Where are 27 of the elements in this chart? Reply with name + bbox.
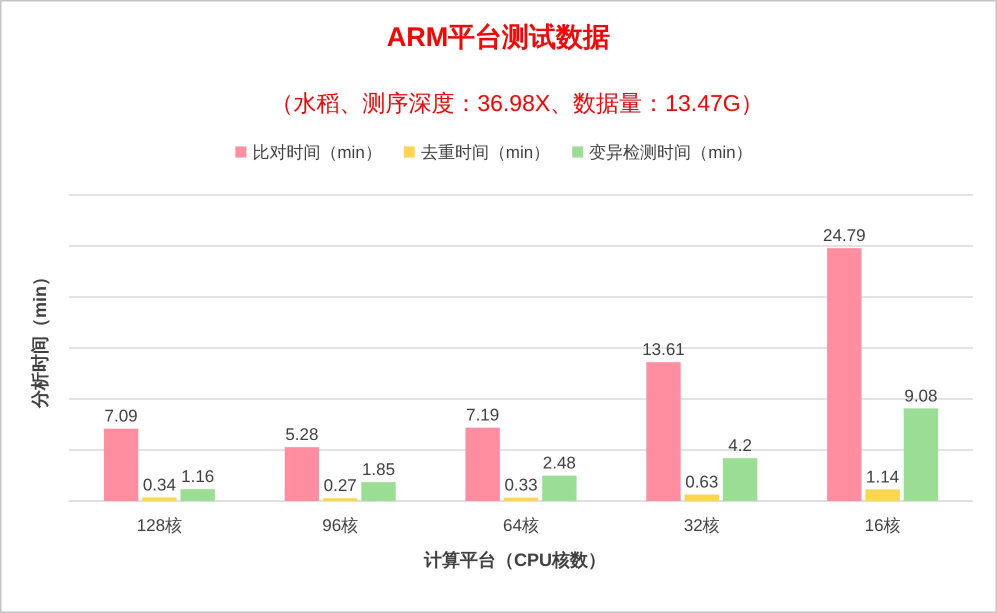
- legend-label: 变异检测时间（min）: [589, 143, 753, 162]
- data-label: 24.79: [823, 226, 866, 246]
- data-label: 5.28: [285, 425, 318, 444]
- y-axis-title: 分析时间（min）: [30, 268, 50, 408]
- x-tick-label: 16核: [864, 516, 901, 535]
- x-tick-label: 64核: [503, 516, 539, 535]
- data-label: 2.48: [542, 454, 576, 473]
- data-label: 0.34: [142, 476, 176, 495]
- chart-title: ARM平台测试数据: [386, 22, 610, 52]
- data-label: 1.16: [181, 467, 214, 486]
- x-tick-label: 96核: [322, 516, 358, 535]
- data-label: 0.27: [324, 476, 357, 496]
- x-axis-title: 计算平台（CPU核数）: [424, 550, 606, 570]
- data-label: 13.61: [642, 340, 685, 360]
- chart-subtitle: （水稻、测序深度：36.98X、数据量：13.47G）: [270, 90, 764, 116]
- data-label: 0.63: [685, 472, 718, 492]
- data-label: 1.85: [362, 460, 396, 480]
- legend-label: 去重时间（min）: [420, 143, 550, 162]
- data-label: 4.2: [728, 436, 752, 456]
- data-label: 7.09: [104, 406, 138, 426]
- data-label: 1.14: [866, 467, 900, 486]
- data-label: 7.19: [466, 406, 500, 425]
- data-label: 0.33: [504, 476, 538, 495]
- legend-label: 比对时间（min）: [252, 143, 382, 162]
- x-tick-label: 128核: [136, 516, 182, 535]
- x-tick-label: 32核: [684, 516, 720, 535]
- data-label: 9.08: [904, 386, 938, 406]
